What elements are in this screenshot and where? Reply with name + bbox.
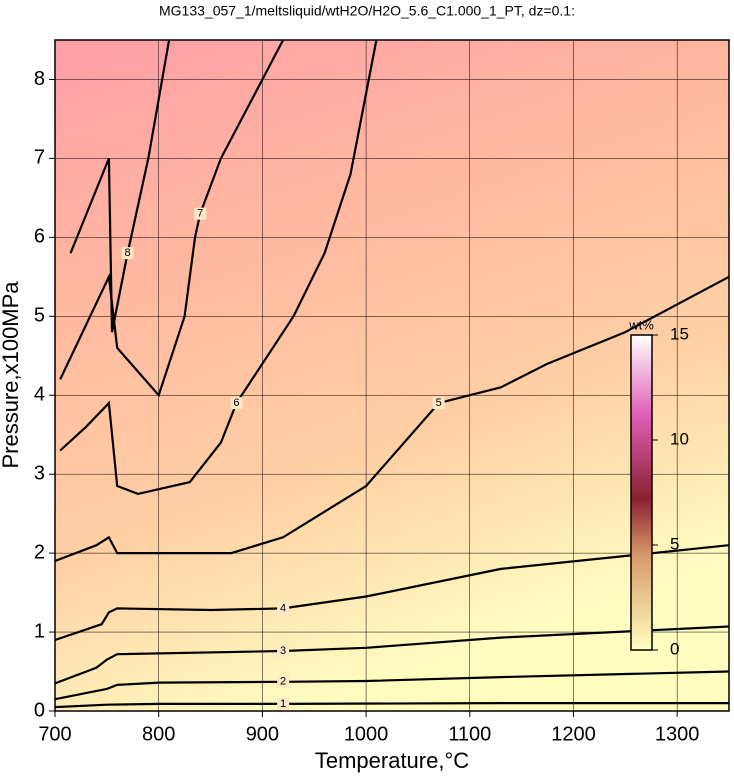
contour-line xyxy=(54,625,730,685)
contour-line xyxy=(69,39,171,333)
y-tick-label: 2 xyxy=(34,541,45,563)
colorbar-label: wt% xyxy=(628,317,654,332)
contour-line xyxy=(59,39,285,398)
y-tick-label: 7 xyxy=(34,147,45,169)
x-axis-label: Temperature,°C xyxy=(315,748,469,773)
colorbar-tick-label: 15 xyxy=(670,324,689,343)
contour-line xyxy=(54,702,729,709)
colorbar xyxy=(630,334,653,651)
contour-label: 8 xyxy=(125,247,131,259)
x-tick-label: 1000 xyxy=(344,723,389,745)
contour-label: 7 xyxy=(197,208,203,220)
plot-frame xyxy=(54,39,730,712)
x-tick-label: 700 xyxy=(38,723,71,745)
contour-label: 4 xyxy=(280,602,286,614)
contour-label-bg xyxy=(230,397,243,410)
colorbar-tick-label: 0 xyxy=(670,639,679,658)
contour-label-bg xyxy=(277,602,290,615)
x-tick-label: 900 xyxy=(246,723,279,745)
contour-label: 3 xyxy=(280,645,286,657)
contour-label: 2 xyxy=(280,676,286,688)
x-tick-label: 800 xyxy=(142,723,175,745)
contour-label-bg xyxy=(194,207,207,220)
chart-title: MG133_057_1/meltsliquid/wtH2O/H2O_5.6_C1… xyxy=(159,3,575,19)
y-tick-label: 6 xyxy=(34,226,45,248)
contour-label: 5 xyxy=(436,397,442,409)
colorbar-tick-label: 10 xyxy=(670,429,689,448)
contour-label: 1 xyxy=(280,698,286,710)
contour-label-bg xyxy=(432,397,445,410)
contour-label-bg xyxy=(277,697,290,710)
y-tick-label: 0 xyxy=(34,699,45,721)
x-tick-label: 1200 xyxy=(551,723,596,745)
x-tick-label: 1100 xyxy=(448,723,491,745)
contour-label: 6 xyxy=(233,397,239,409)
contour-label-bg xyxy=(277,645,290,658)
y-tick-label: 5 xyxy=(34,305,45,327)
contour-label-bg xyxy=(121,247,134,260)
y-tick-label: 4 xyxy=(34,384,45,406)
contour-line xyxy=(54,275,730,563)
contour-line xyxy=(59,39,378,496)
plot-background xyxy=(55,40,729,711)
x-tick-label: 1300 xyxy=(655,723,700,745)
contour-line xyxy=(54,670,730,701)
colorbar-tick-label: 5 xyxy=(670,534,679,553)
contour-line xyxy=(54,544,730,642)
contour-label-bg xyxy=(277,675,290,688)
y-tick-label: 1 xyxy=(34,620,45,642)
y-tick-label: 8 xyxy=(34,68,45,90)
y-tick-label: 3 xyxy=(34,462,45,484)
y-axis-label: Pressure,x100MPa xyxy=(0,281,23,469)
